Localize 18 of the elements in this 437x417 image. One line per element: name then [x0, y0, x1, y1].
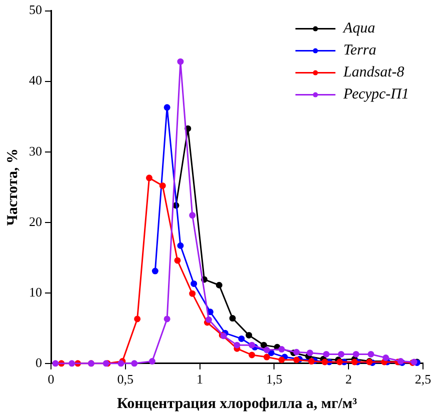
x-tick-label: 0,5 [117, 372, 134, 387]
legend-label: Landsat-8 [342, 64, 405, 81]
y-tick-label: 20 [29, 214, 42, 229]
y-tick-label: 50 [29, 2, 42, 18]
y-tick-label: 0 [36, 354, 42, 370]
x-tick-label: 0 [48, 372, 54, 387]
y-tick-label: 10 [29, 284, 42, 300]
x-tick-label: 1,5 [266, 372, 282, 387]
y-tick-label: 30 [29, 143, 42, 158]
y-tick-label: 40 [29, 72, 42, 88]
x-tick-label: 2,5 [414, 372, 432, 387]
x-tick-label: 1 [196, 372, 204, 387]
x-axis-title: Концентрация хлорофилла a, мг/м³ [116, 396, 358, 412]
legend-label: Terra [343, 42, 376, 59]
legend-label: Ресурс-П1 [342, 86, 410, 103]
x-tick-label: 2 [345, 372, 352, 387]
y-axis-title: Частота, % [4, 148, 21, 226]
legend-label: Aqua [342, 20, 376, 37]
